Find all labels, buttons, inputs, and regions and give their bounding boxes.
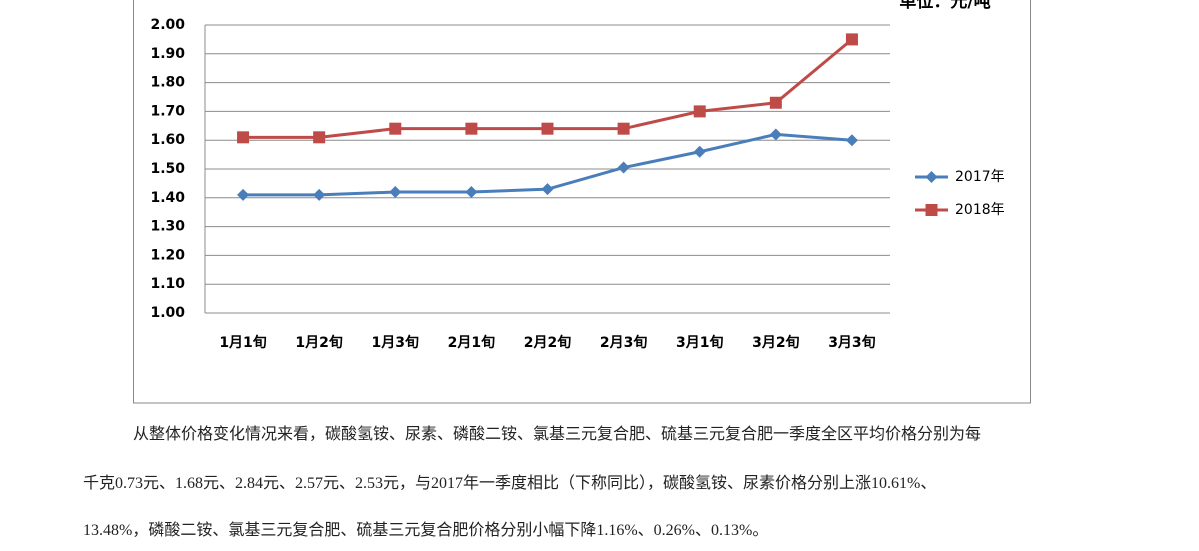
point <box>769 128 782 141</box>
y-tick-label: 1.50 <box>150 161 185 177</box>
y-tick-label: 1.20 <box>150 247 185 263</box>
x-tick-label: 1月3旬 <box>372 334 419 351</box>
y-tick-label: 1.30 <box>150 219 185 235</box>
chart-frame <box>133 0 1031 404</box>
unit-label: 单位：元/吨 <box>899 0 990 12</box>
x-tick-label: 2月1旬 <box>448 334 495 351</box>
y-tick-label: 1.60 <box>150 132 185 148</box>
x-tick-label: 3月1旬 <box>676 334 723 351</box>
point <box>465 122 478 135</box>
y-tick-label: 1.00 <box>150 305 185 321</box>
legend-label: 2018年 <box>955 202 1005 218</box>
paragraph-line: 13.48%，磷酸二铵、氯基三元复合肥、硫基三元复合肥价格分别小幅下降1.16%… <box>83 522 769 539</box>
point <box>617 122 630 135</box>
x-tick-label: 3月2旬 <box>752 334 799 351</box>
point <box>617 161 630 174</box>
point <box>845 33 858 46</box>
x-tick-label: 3月3旬 <box>828 334 875 351</box>
point <box>313 131 326 144</box>
point <box>237 131 250 144</box>
y-tick-label: 2.00 <box>150 17 185 33</box>
y-tick-label: 1.40 <box>150 190 185 206</box>
y-tick-label: 1.10 <box>150 276 185 292</box>
y-tick-label: 1.80 <box>150 75 185 91</box>
point <box>769 96 782 109</box>
x-tick-label: 2月2旬 <box>524 334 571 351</box>
point <box>237 188 250 201</box>
point <box>541 122 554 135</box>
point <box>541 183 554 196</box>
point <box>465 186 478 199</box>
point <box>693 105 706 118</box>
point <box>693 145 706 158</box>
point <box>389 122 402 135</box>
point <box>925 171 938 183</box>
legend-label: 2017年 <box>955 169 1005 185</box>
point <box>389 186 402 199</box>
point <box>845 134 858 147</box>
x-tick-label: 2月3旬 <box>600 334 647 351</box>
point <box>925 204 938 216</box>
paragraph-line: 千克0.73元、1.68元、2.84元、2.57元、2.53元，与2017年一季… <box>83 475 937 492</box>
x-tick-label: 1月1旬 <box>219 334 266 351</box>
point <box>313 188 326 201</box>
chart: 单位：元/吨 1.00 1.10 1.20 1.30 1.40 1.50 1.60 1.70 1… <box>133 0 1031 404</box>
paragraph-line: 从整体价格变化情况来看，碳酸氢铵、尿素、磷酸二铵、氯基三元复合肥、硫基三元复合肥… <box>133 426 982 443</box>
y-tick-label: 1.70 <box>150 103 185 119</box>
y-tick-label: 1.90 <box>150 46 185 62</box>
x-tick-label: 1月2旬 <box>295 334 342 351</box>
